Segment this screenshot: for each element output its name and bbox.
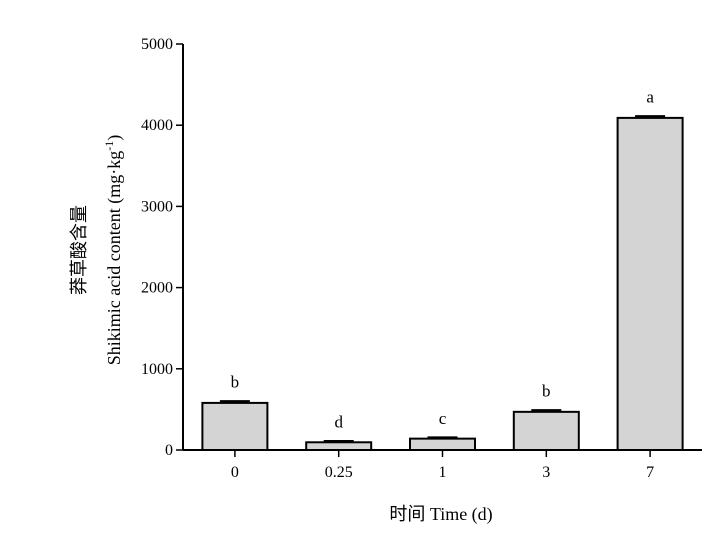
y-tick-label: 4000	[141, 117, 173, 134]
y-tick-label: 5000	[141, 36, 173, 53]
significance-label-3: b	[542, 382, 551, 401]
significance-label-7: a	[646, 88, 654, 107]
significance-label-1: c	[439, 409, 447, 428]
significance-label-0.25: d	[334, 412, 343, 431]
y-axis-label-close-paren: )	[104, 135, 125, 141]
x-tick-label-1: 1	[439, 464, 447, 481]
bar-1	[409, 437, 476, 451]
bar-3	[512, 410, 580, 451]
x-tick-label-0.25: 0.25	[325, 464, 353, 481]
x-axis-label: 时间 Time (d)	[389, 504, 492, 525]
x-tick-label-3: 3	[542, 464, 550, 481]
y-tick-label: 0	[165, 442, 173, 459]
bar-7	[616, 116, 684, 451]
bar-series	[201, 116, 684, 452]
x-tick-label-7: 7	[646, 464, 654, 481]
error-bar-series	[219, 115, 666, 443]
significance-label-0: b	[231, 373, 240, 392]
y-axis: 0 1000 2000 3000 4000 5000	[141, 36, 184, 459]
x-tick-label-0: 0	[231, 464, 239, 481]
significance-labels: b d c b a	[231, 88, 655, 432]
y-tick-label: 3000	[141, 198, 173, 215]
bar-0	[201, 401, 269, 451]
y-tick-label: 2000	[141, 280, 173, 297]
y-axis-label-superscript: -1	[102, 141, 116, 151]
y-axis-label-en: Shikimic acid content (mg·kg-1)	[102, 135, 125, 365]
x-axis: 0 0.25 1 3 7	[183, 449, 702, 481]
bar-0.25	[305, 441, 373, 452]
y-axis-label: 莽草酸含量 Shikimic acid content (mg·kg-1)	[69, 135, 125, 365]
y-axis-label-cn: 莽草酸含量	[69, 205, 89, 295]
y-tick-label: 1000	[141, 361, 173, 378]
y-axis-label-en-main: Shikimic acid content (mg·kg	[104, 151, 125, 365]
